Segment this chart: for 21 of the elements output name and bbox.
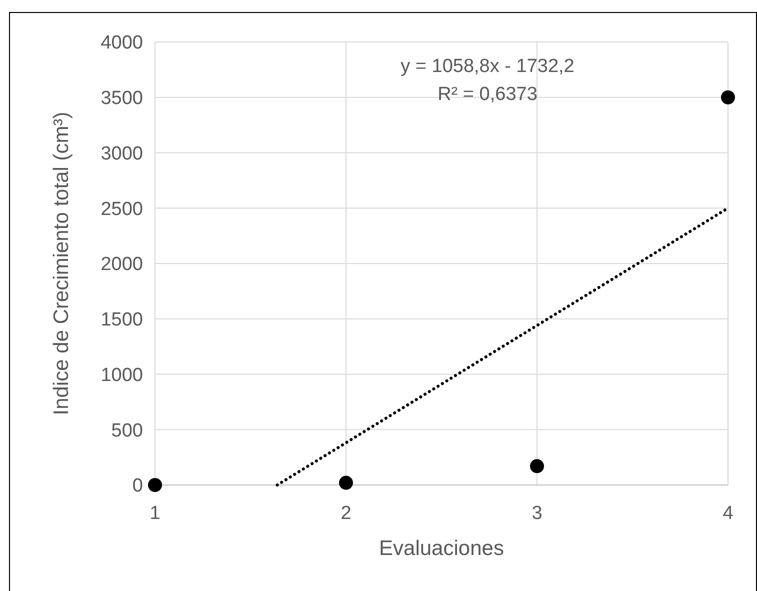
- x-tick-label: 1: [150, 503, 160, 524]
- y-tick-label: 2000: [100, 254, 143, 276]
- y-tick-label: 500: [111, 420, 143, 442]
- y-tick-label: 3500: [100, 88, 143, 110]
- x-axis-title: Evaluaciones: [379, 537, 504, 560]
- y-tick-label: 2500: [100, 198, 143, 220]
- point: [721, 90, 735, 104]
- point: [148, 478, 162, 492]
- x-tick-label: 4: [722, 503, 734, 524]
- annotation: R² = 0,6373: [438, 84, 538, 105]
- point: [339, 476, 353, 490]
- y-tick-label: 0: [132, 476, 143, 497]
- y-tick-label: 4000: [100, 32, 143, 54]
- y-tick-label: 1500: [100, 310, 143, 331]
- point: [530, 459, 544, 474]
- x-tick-label: 2: [340, 503, 352, 524]
- y-tick-label: 1000: [100, 364, 143, 386]
- x-tick-label: 3: [532, 503, 542, 524]
- annotation: y = 1058,8x - 1732,2: [400, 56, 574, 77]
- y-tick-label: 3000: [100, 143, 143, 164]
- y-axis-title: Indice de Crecimiento total (cm³): [50, 112, 73, 416]
